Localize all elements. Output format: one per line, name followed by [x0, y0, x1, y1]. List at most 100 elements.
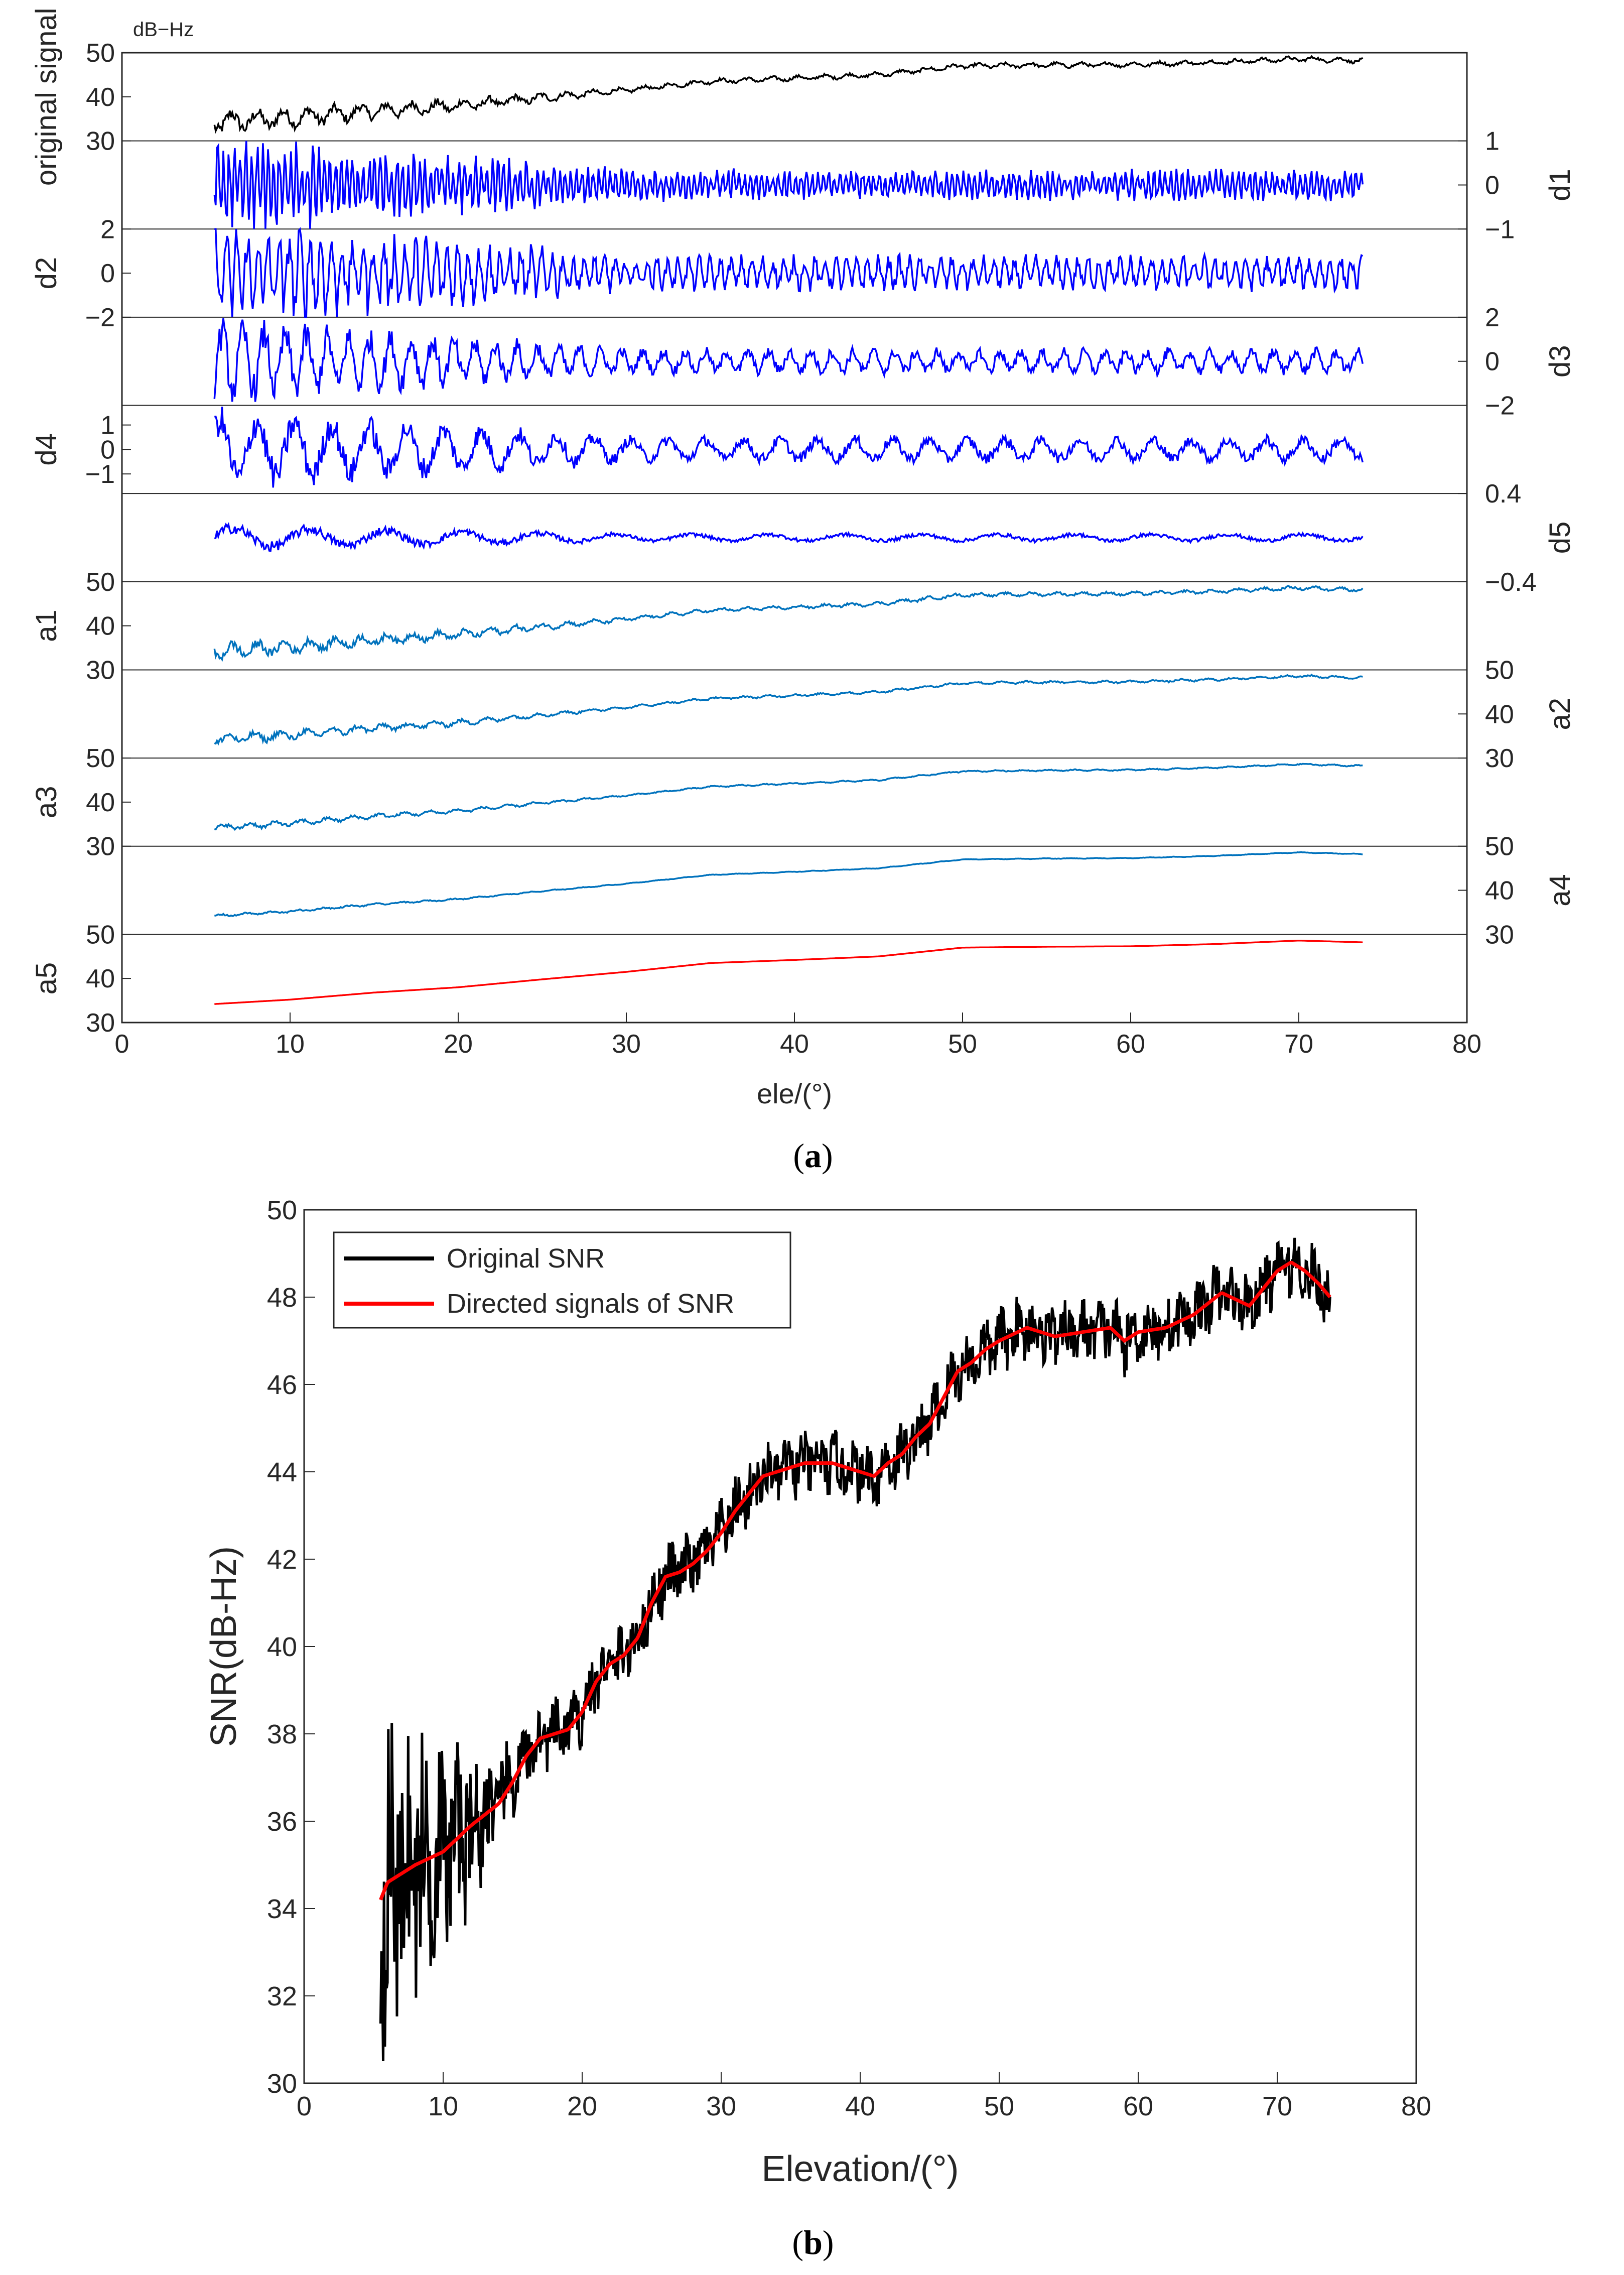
panel-a-ytick-label: 50	[86, 39, 115, 68]
panel-a-series-a1	[213, 585, 1364, 662]
panel-a-ytick-label: 30	[1485, 744, 1514, 773]
panel-a-ytick-label: 50	[86, 744, 115, 773]
panel-b-axes-box	[303, 1209, 1417, 2084]
panel-a-ytick-label: 50	[86, 920, 115, 949]
panel-b-caption: (b)	[792, 2223, 834, 2261]
panel-a-xtick-label: 80	[1452, 1030, 1481, 1059]
panel-b-xtick-label: 0	[297, 2091, 312, 2121]
panel-a-ytick-label: −2	[1485, 392, 1515, 421]
panel-a-series-a4	[214, 851, 1363, 917]
panel-b-xtick-label: 20	[567, 2091, 597, 2121]
panel-a-ytick-label: 0.4	[1485, 479, 1521, 509]
panel-b-ytick-label: 36	[267, 1807, 297, 1837]
panel-a-xtick-label: 50	[948, 1030, 977, 1059]
panel-a-xlabel: ele/(°)	[757, 1078, 832, 1109]
panel-b-ytick-label: 46	[267, 1370, 297, 1400]
panel-a-xtick-label: 30	[612, 1030, 641, 1059]
panel-a-ytick-label: 50	[86, 568, 115, 597]
panel-a-series-label: d4	[30, 433, 63, 466]
panel-a-series-label: d2	[30, 257, 63, 290]
panel-a-unit-label: dB−Hz	[133, 19, 194, 41]
panel-b-series-original-snr	[379, 1237, 1331, 2062]
legend-box	[333, 1231, 791, 1329]
panel-a-series-label: original signal	[30, 8, 63, 186]
panel-b-xtick-label: 60	[1123, 2091, 1153, 2121]
panel-b-ytick-label: 42	[267, 1545, 297, 1575]
panel-a-series-label: d3	[1544, 345, 1576, 377]
panel-a-ytick-label: 30	[86, 1008, 115, 1038]
panel-a-ytick-label: 30	[86, 832, 115, 861]
panel-b-ytick-label: 44	[267, 1457, 297, 1487]
panel-a-series-label: a5	[30, 962, 63, 995]
panel-a-ytick-label: 1	[100, 411, 115, 440]
panel-a-series-a3	[214, 763, 1363, 831]
panel-a-series-d3	[213, 318, 1364, 402]
panel-b-ytick-label: 48	[267, 1283, 297, 1313]
panel-b-ytick-label: 30	[267, 2069, 297, 2099]
panel-a-ytick-label: 40	[86, 83, 115, 112]
panel-b-chart: 0 10 20 30 40 50 60 70 803032343638404244464850 …	[204, 1195, 1431, 2261]
panel-a-ytick-label: −1	[85, 460, 115, 489]
panel-b-legend: Original SNR Directed signals of SNR	[333, 1231, 791, 1329]
panel-a-xtick-label: 20	[444, 1030, 473, 1059]
panel-a-series-original-signal	[213, 55, 1364, 134]
panel-a-ytick-label: 40	[1485, 876, 1514, 906]
legend-label-original: Original SNR	[447, 1243, 605, 1274]
panel-a-axes-box	[121, 52, 1468, 1024]
panel-a-ytick-label: 2	[1485, 303, 1500, 332]
panel-a-ytick-label: 30	[86, 656, 115, 685]
panel-b-ytick-label: 34	[267, 1894, 297, 1924]
panel-a-ytick-label: 40	[86, 964, 115, 993]
panel-a-xtick-label: 10	[276, 1030, 305, 1059]
panel-a-ytick-label: 1	[1485, 127, 1500, 156]
panel-b-ytick-label: 38	[267, 1719, 297, 1749]
panel-a-series-label: a1	[30, 609, 63, 642]
panel-a-series-d2	[214, 227, 1364, 318]
panel-a-ytick-label: 0	[100, 435, 115, 464]
panel-a-ytick-label: 0	[100, 259, 115, 288]
panel-b-xtick-label: 80	[1401, 2091, 1431, 2121]
panel-b-ylabel: SNR(dB-Hz)	[204, 1546, 244, 1747]
panel-a-xtick-label: 70	[1284, 1030, 1313, 1059]
panel-a-series-d4	[214, 407, 1364, 488]
panel-a-series-label: d1	[1544, 169, 1576, 201]
panel-a-series-label: d5	[1544, 522, 1576, 554]
panel-b-xtick-label: 70	[1262, 2091, 1292, 2121]
panel-a-series-d5	[214, 522, 1364, 552]
panel-a-series-a2	[214, 673, 1363, 746]
panel-b-xtick-label: 30	[706, 2091, 736, 2121]
panel-a-ytick-label: −0.4	[1485, 568, 1537, 597]
panel-a-ytick-label: 30	[86, 127, 115, 156]
panel-a-ytick-label: 50	[1485, 656, 1514, 685]
panel-a-ytick-label: 40	[1485, 700, 1514, 729]
panel-a-series-d1	[213, 141, 1364, 229]
panel-b-xtick-label: 40	[845, 2091, 875, 2121]
panel-a-series-label: a2	[1544, 698, 1576, 730]
panel-a-ytick-label: 50	[1485, 832, 1514, 861]
panel-b-xtick-label: 10	[428, 2091, 458, 2121]
panel-a-xtick-label: 60	[1116, 1030, 1145, 1059]
panel-a-ytick-label: 30	[1485, 920, 1514, 949]
panel-a-caption: (a)	[793, 1136, 833, 1175]
panel-b-ytick-label: 40	[267, 1632, 297, 1662]
panel-b-series-directed-snr	[379, 1260, 1331, 1901]
panel-a-series-label: a3	[30, 786, 63, 819]
panel-a-xtick-label: 40	[780, 1030, 809, 1059]
panel-b-xtick-label: 50	[984, 2091, 1014, 2121]
panel-a-ytick-label: 0	[1485, 171, 1500, 200]
panel-a-ytick-label: 2	[100, 215, 115, 244]
panel-b-ytick-label: 32	[267, 1981, 297, 2011]
panel-a-ytick-label: 40	[86, 612, 115, 641]
panel-a-series-label: a4	[1544, 874, 1576, 907]
panel-a-ytick-label: 0	[1485, 347, 1500, 376]
legend-label-directed: Directed signals of SNR	[447, 1289, 734, 1319]
panel-a-ytick-label: 40	[86, 788, 115, 817]
panel-a-ytick-label: −1	[1485, 215, 1515, 244]
panel-b-ytick-label: 50	[267, 1195, 297, 1225]
panel-a-series-a5	[214, 939, 1363, 1005]
panel-a-ytick-label: −2	[85, 303, 115, 332]
panel-a-xtick-label: 0	[115, 1030, 129, 1059]
panel-b-xlabel: Elevation/(°)	[762, 2149, 959, 2189]
